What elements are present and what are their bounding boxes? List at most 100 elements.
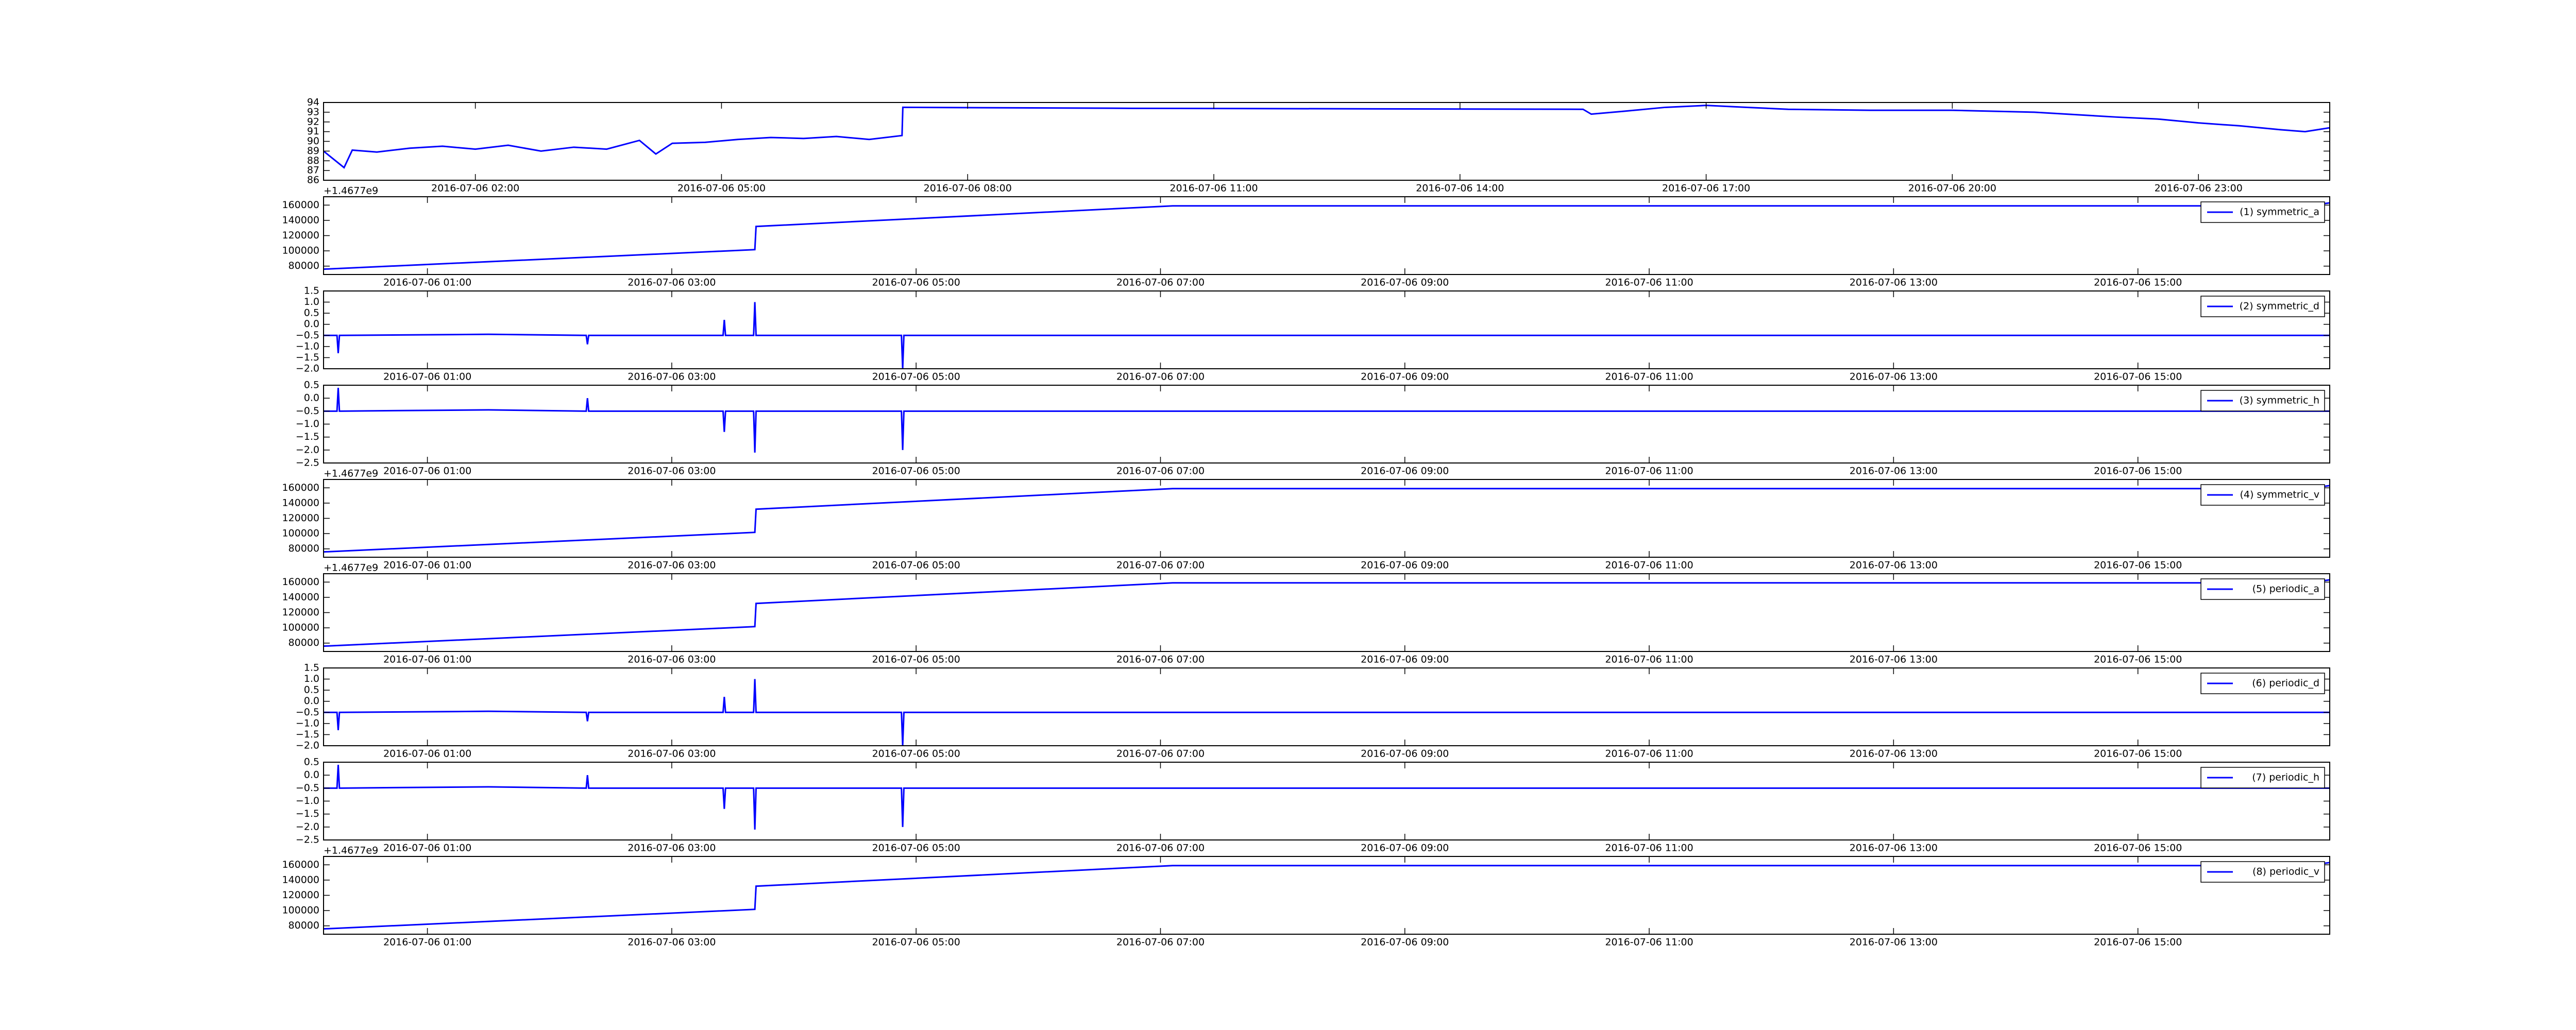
x-tick-label: 2016-07-06 09:00 [1361,843,1449,854]
x-tick-label: 2016-07-06 09:00 [1361,466,1449,477]
x-tick-label: 2016-07-06 05:00 [872,371,960,383]
y-tick-label: 120000 [282,230,319,241]
x-tick-label: 2016-07-06 23:00 [2155,183,2243,194]
plot-area [324,291,2330,369]
x-tick-label: 2016-07-06 09:00 [1361,937,1449,948]
plot-area [324,762,2330,840]
x-tick-label: 2016-07-06 03:00 [628,466,716,477]
x-tick-label: 2016-07-06 13:00 [1850,371,1938,383]
y-tick-label: 100000 [282,528,319,539]
legend-label: (8) periodic_v [2252,866,2319,878]
x-tick-label: 2016-07-06 15:00 [2094,748,2182,760]
x-tick-label: 2016-07-06 11:00 [1605,843,1693,854]
y-tick-label: 120000 [282,889,319,901]
x-tick-label: 2016-07-06 01:00 [383,466,471,477]
legend-label: (2) symmetric_d [2240,301,2319,312]
x-tick-label: 2016-07-06 05:00 [872,654,960,665]
x-tick-label: 2016-07-06 05:00 [872,748,960,760]
x-tick-label: 2016-07-06 15:00 [2094,843,2182,854]
y-tick-label: −2.0 [296,444,319,455]
x-tick-label: 2016-07-06 15:00 [2094,466,2182,477]
x-tick-label: 2016-07-06 07:00 [1116,654,1205,665]
x-tick-label: 2016-07-06 01:00 [383,654,471,665]
y-tick-label: 1.0 [304,673,319,684]
y-tick-label: 80000 [289,260,319,271]
plot-area [324,574,2330,651]
plot-area [324,102,2330,180]
y-tick-label: −0.5 [296,405,319,417]
y-tick-label: −0.5 [296,707,319,718]
data-line [324,387,2330,453]
x-tick-label: 2016-07-06 05:00 [872,937,960,948]
y-tick-label: 1.0 [304,296,319,307]
y-tick-label: 1.5 [304,285,319,297]
x-tick-label: 2016-07-06 01:00 [383,843,471,854]
x-tick-label: 2016-07-06 11:00 [1605,466,1693,477]
y-tick-label: −0.5 [296,782,319,794]
x-tick-label: 2016-07-06 11:00 [1605,560,1693,571]
y-tick-label: 160000 [282,482,319,493]
x-tick-label: 2016-07-06 14:00 [1416,183,1504,194]
y-tick-label: 80000 [289,543,319,554]
y-tick-label: 100000 [282,622,319,633]
y-offset-label: +1.4677e9 [324,562,378,574]
data-line [324,764,2330,830]
y-tick-label: 120000 [282,512,319,524]
axes-frame [323,573,2330,652]
x-tick-label: 2016-07-06 07:00 [1116,843,1205,854]
x-tick-label: 2016-07-06 15:00 [2094,371,2182,383]
legend-label: (6) periodic_d [2252,678,2319,689]
y-tick-label: −1.5 [296,352,319,363]
x-tick-label: 2016-07-06 15:00 [2094,654,2182,665]
y-tick-label: 0.0 [304,695,319,707]
plot-area [324,479,2330,557]
x-tick-label: 2016-07-06 05:00 [872,277,960,288]
y-tick-label: 140000 [282,874,319,885]
y-tick-label: 160000 [282,859,319,870]
y-tick-label: −1.5 [296,808,319,819]
y-tick-label: −0.5 [296,330,319,341]
y-tick-label: 0.5 [304,307,319,319]
x-tick-label: 2016-07-06 11:00 [1170,183,1258,194]
x-tick-label: 2016-07-06 13:00 [1850,748,1938,760]
x-tick-label: 2016-07-06 09:00 [1361,371,1449,383]
x-tick-label: 2016-07-06 13:00 [1850,654,1938,665]
x-tick-label: 2016-07-06 03:00 [628,937,716,948]
y-tick-label: 120000 [282,607,319,618]
x-tick-label: 2016-07-06 09:00 [1361,748,1449,760]
y-tick-label: 90 [307,135,319,147]
y-tick-label: −1.0 [296,795,319,806]
axes-frame [323,196,2330,275]
y-tick-label: −1.0 [296,717,319,729]
x-tick-label: 2016-07-06 07:00 [1116,371,1205,383]
axes-frame [323,667,2330,746]
x-tick-label: 2016-07-06 07:00 [1116,560,1205,571]
plot-area [324,668,2330,746]
axes-frame [323,856,2330,935]
axes-frame [323,102,2330,181]
x-tick-label: 2016-07-06 02:00 [431,183,519,194]
y-tick-label: −2.0 [296,821,319,832]
x-tick-label: 2016-07-06 05:00 [677,183,766,194]
y-tick-label: 80000 [289,920,319,931]
x-tick-label: 2016-07-06 03:00 [628,371,716,383]
legend-label: (5) periodic_a [2252,583,2319,595]
legend-label: (7) periodic_h [2252,772,2319,783]
data-line [324,679,2330,746]
legend-label: (3) symmetric_h [2240,395,2319,406]
y-tick-label: −2.5 [296,457,319,469]
x-tick-label: 2016-07-06 03:00 [628,748,716,760]
y-tick-label: 0.5 [304,380,319,391]
y-tick-label: 140000 [282,497,319,508]
x-tick-label: 2016-07-06 03:00 [628,654,716,665]
y-tick-label: −2.0 [296,740,319,751]
y-tick-label: 140000 [282,591,319,603]
y-tick-label: −1.0 [296,340,319,352]
axes-frame [323,385,2330,464]
y-offset-label: +1.4677e9 [324,845,378,856]
x-tick-label: 2016-07-06 08:00 [924,183,1012,194]
axes-frame [323,479,2330,558]
y-tick-label: 140000 [282,214,319,226]
x-tick-label: 2016-07-06 13:00 [1850,937,1938,948]
